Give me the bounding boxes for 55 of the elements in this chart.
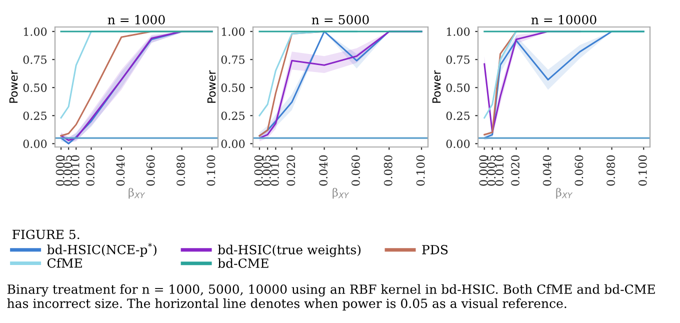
- x-tick-label: 0.080: [176, 155, 185, 186]
- chart-title: n = 1000: [108, 14, 165, 24]
- chart-title: n = 10000: [531, 14, 596, 24]
- x-tick-label: 0.000: [479, 155, 488, 186]
- x-tick-label: 0.010: [270, 155, 279, 186]
- x-tick-label: 0.010: [70, 155, 80, 186]
- x-axis-title: β$_{XY}$: [556, 188, 573, 199]
- y-tick-label: 0.75: [23, 56, 47, 64]
- x-tick-label: 0.060: [146, 155, 155, 186]
- x-tick-label: 0.020: [86, 155, 94, 186]
- x-tick-label: 0.005: [63, 155, 72, 186]
- legend-title: FIGURE 5.: [12, 230, 80, 240]
- chart-title: n = 5000: [312, 14, 369, 24]
- x-tick-label: 0.020: [511, 155, 520, 186]
- legend-label: bd-HSIC(true weights): [218, 244, 361, 257]
- y-tick-label: 0.75: [221, 56, 245, 64]
- y-tick-label: 0.00: [221, 140, 245, 148]
- x-tick-label: 0.000: [254, 155, 263, 186]
- x-tick-label: 0.040: [116, 155, 125, 186]
- y-tick-label: 0.50: [23, 84, 47, 92]
- x-tick-label: 0.005: [262, 155, 271, 186]
- y-axis-title: Power: [432, 70, 441, 103]
- y-tick-label: 0.50: [446, 84, 470, 92]
- y-tick-label: 0.00: [446, 140, 470, 148]
- y-tick-label: 0.25: [23, 112, 47, 120]
- text: Binary treatment for n = 1000, 5000, 10000 using an RBF kernel in bd-HSIC. Both CfME and bd-CME has incorrect size. The horizontal line denotes when power is 0.05 as a visual reference.: [7, 284, 655, 311]
- y-tick-label: 1.00: [222, 27, 245, 36]
- y-axis-title: Power: [9, 70, 18, 103]
- x-tick-label: 0.080: [606, 155, 615, 186]
- x-tick-label: 0.060: [352, 155, 360, 186]
- x-tick-label: 0.020: [286, 155, 296, 186]
- x-tick-label: 0.040: [319, 155, 328, 186]
- y-tick-label: 1.00: [446, 27, 470, 36]
- y-tick-label: 0.25: [446, 112, 470, 120]
- y-tick-label: 0.75: [446, 56, 470, 64]
- x-tick-label: 0.005: [487, 155, 496, 186]
- x-tick-label: 0.010: [495, 155, 504, 186]
- x-tick-label: 0.100: [206, 155, 216, 186]
- x-axis-title: β$_{XY}$: [332, 188, 350, 199]
- x-tick-label: 0.080: [384, 155, 392, 186]
- y-tick-label: 0.00: [23, 140, 47, 148]
- x-tick-label: 0.060: [574, 155, 584, 186]
- x-tick-label: 0.100: [638, 155, 647, 186]
- x-tick-label: 0.100: [416, 155, 425, 186]
- x-tick-label: 0.000: [56, 155, 64, 186]
- y-tick-label: 0.25: [221, 112, 245, 120]
- y-tick-label: 1.00: [24, 27, 47, 36]
- legend-label: CfME: [48, 258, 82, 268]
- legend-label: PDS: [422, 244, 448, 254]
- legend-label: bd-CME: [218, 258, 268, 268]
- x-axis-title: β$_{XY}$: [128, 188, 146, 199]
- y-tick-label: 0.50: [221, 84, 245, 92]
- x-tick-label: 0.040: [542, 155, 552, 186]
- legend-label: bd-HSIC(NCE-p$^{*}$): [47, 242, 156, 257]
- y-axis-title: Power: [207, 70, 216, 103]
